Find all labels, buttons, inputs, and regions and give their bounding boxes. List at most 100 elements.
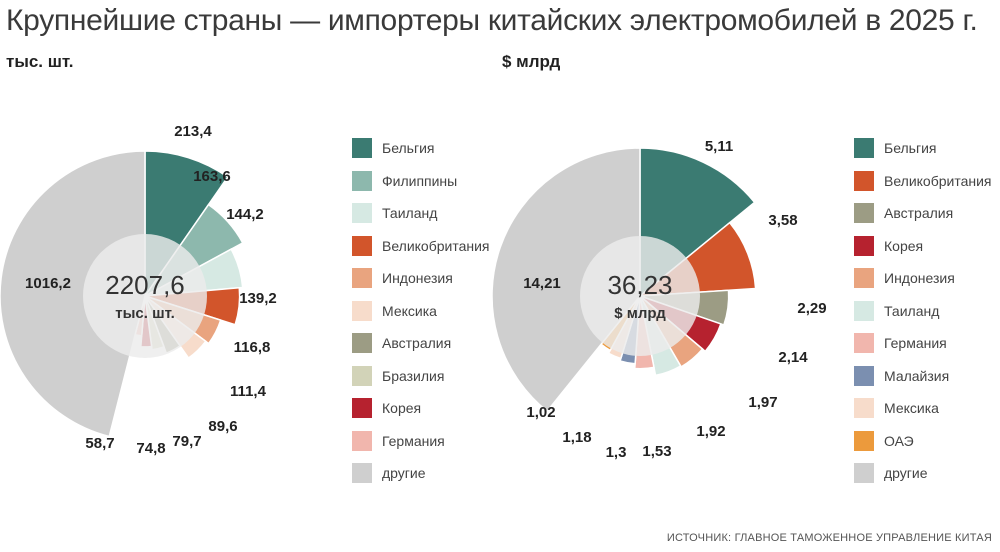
chart2-data-label-3: 2,29 (797, 300, 826, 317)
legend-label: Мексика (884, 400, 939, 417)
chart1-data-label-5: 116,8 (234, 339, 271, 356)
chart1-legend-item: Германия (352, 425, 490, 458)
legend-label: Бразилия (382, 367, 445, 384)
legend-label: Таиланд (382, 205, 438, 222)
legend-label: Германия (382, 432, 445, 449)
legend-swatch (352, 365, 372, 386)
legend-swatch (352, 333, 372, 354)
chart1-unit-label: тыс. шт. (6, 52, 74, 71)
chart1-data-label-9: 74,8 (136, 440, 165, 457)
legend-swatch (854, 300, 874, 321)
chart1-legend-item: Бельгия (352, 132, 490, 165)
legend-swatch (854, 235, 874, 256)
chart2-center-unit: $ млрд (614, 305, 666, 322)
chart1-legend-item: другие (352, 457, 490, 490)
legend-swatch (352, 398, 372, 419)
chart2-legend-item: Индонезия (854, 262, 992, 295)
chart1-legend-item: Корея (352, 392, 490, 425)
chart1-data-label-6: 111,4 (230, 383, 267, 400)
chart2-legend: Бельгия Великобритания Австралия Корея Индон… (854, 132, 992, 490)
legend-label: Корея (382, 400, 422, 417)
chart1-legend-item: Мексика (352, 295, 490, 328)
legend-swatch (352, 170, 372, 191)
chart1-legend-item: Австралия (352, 327, 490, 360)
legend-swatch (854, 463, 874, 484)
legend-label: другие (884, 465, 928, 482)
legend-swatch (854, 138, 874, 159)
legend-swatch (854, 203, 874, 224)
chart2-data-label-8: 1,3 (606, 444, 627, 461)
chart1-legend: Бельгия Филиппины Таиланд Великобритания Инд… (352, 132, 490, 490)
chart1-legend-item: Филиппины (352, 165, 490, 198)
chart1-center-circle (83, 234, 207, 358)
legend-label: Филиппины (382, 172, 458, 189)
chart1-slice-11 (0, 150, 146, 438)
chart2-legend-item: Великобритания (854, 165, 992, 198)
legend-label: Корея (884, 237, 924, 254)
legend-label: Мексика (382, 302, 437, 319)
chart1-data-label-8: 79,7 (172, 433, 201, 450)
chart1-data-label-2: 163,6 (193, 168, 231, 185)
chart2-legend-item: Таиланд (854, 295, 992, 328)
chart1-legend-item: Таиланд (352, 197, 490, 230)
chart1-center-unit: тыс. шт. (115, 305, 175, 322)
legend-swatch (854, 365, 874, 386)
legend-label: Германия (884, 335, 947, 352)
legend-swatch (352, 268, 372, 289)
chart1-legend-item: Индонезия (352, 262, 490, 295)
chart2-legend-item: Бельгия (854, 132, 992, 165)
chart1-data-label-11: 1016,2 (25, 275, 71, 292)
chart1-data-label-3: 144,2 (226, 206, 264, 223)
chart2-legend-item: Мексика (854, 392, 992, 425)
chart2-unit-label: $ млрд (502, 52, 561, 71)
legend-swatch (854, 333, 874, 354)
legend-swatch (352, 203, 372, 224)
legend-label: Австралия (382, 335, 452, 352)
chart1-data-label-10: 58,7 (85, 435, 114, 452)
chart1-legend-item: Бразилия (352, 360, 490, 393)
chart2-center-value: 36,23 (607, 270, 672, 300)
chart2-data-label-4: 2,14 (778, 349, 808, 366)
chart1-data-label-7: 89,6 (208, 418, 237, 435)
legend-label: ОАЭ (884, 432, 914, 449)
chart2-data-label-6: 1,92 (696, 423, 725, 440)
chart2-data-label-9: 1,18 (562, 429, 591, 446)
chart1-legend-item: Великобритания (352, 230, 490, 263)
legend-swatch (352, 300, 372, 321)
legend-swatch (352, 430, 372, 451)
legend-swatch (854, 398, 874, 419)
chart2-data-label-2: 3,58 (768, 212, 797, 229)
chart2-legend-item: другие (854, 457, 992, 490)
legend-swatch (854, 170, 874, 191)
chart1-data-label-4: 139,2 (239, 290, 277, 307)
chart2-center-circle (580, 236, 700, 356)
legend-label: Великобритания (382, 237, 490, 254)
chart2-legend-item: Австралия (854, 197, 992, 230)
chart2-legend-item: Малайзия (854, 360, 992, 393)
chart1-center-value: 2207,6 (105, 270, 185, 300)
legend-swatch (352, 235, 372, 256)
legend-swatch (352, 463, 372, 484)
chart1-data-label-1: 213,4 (174, 123, 212, 140)
chart2-legend-item: Корея (854, 230, 992, 263)
chart2-data-label-5: 1,97 (748, 394, 777, 411)
legend-label: Бельгия (382, 140, 435, 157)
chart2-data-label-11: 14,21 (523, 275, 561, 292)
legend-label: Бельгия (884, 140, 937, 157)
legend-label: Индонезия (884, 270, 955, 287)
legend-label: Таиланд (884, 302, 940, 319)
chart2-data-label-7: 1,53 (642, 443, 671, 460)
source-note: ИСТОЧНИК: ГЛАВНОЕ ТАМОЖЕННОЕ УПРАВЛЕНИЕ … (666, 532, 992, 544)
chart2-data-label-10: 1,02 (526, 404, 555, 421)
legend-swatch (854, 430, 874, 451)
legend-label: другие (382, 465, 426, 482)
chart2-slice-11 (491, 147, 641, 413)
chart2-legend-item: Германия (854, 327, 992, 360)
page-title: Крупнейшие страны — импортеры китайских … (6, 4, 978, 37)
legend-swatch (352, 138, 372, 159)
legend-label: Великобритания (884, 172, 992, 189)
chart2-legend-item: ОАЭ (854, 425, 992, 458)
legend-label: Австралия (884, 205, 954, 222)
chart2-data-label-1: 5,11 (705, 138, 733, 155)
legend-label: Индонезия (382, 270, 453, 287)
